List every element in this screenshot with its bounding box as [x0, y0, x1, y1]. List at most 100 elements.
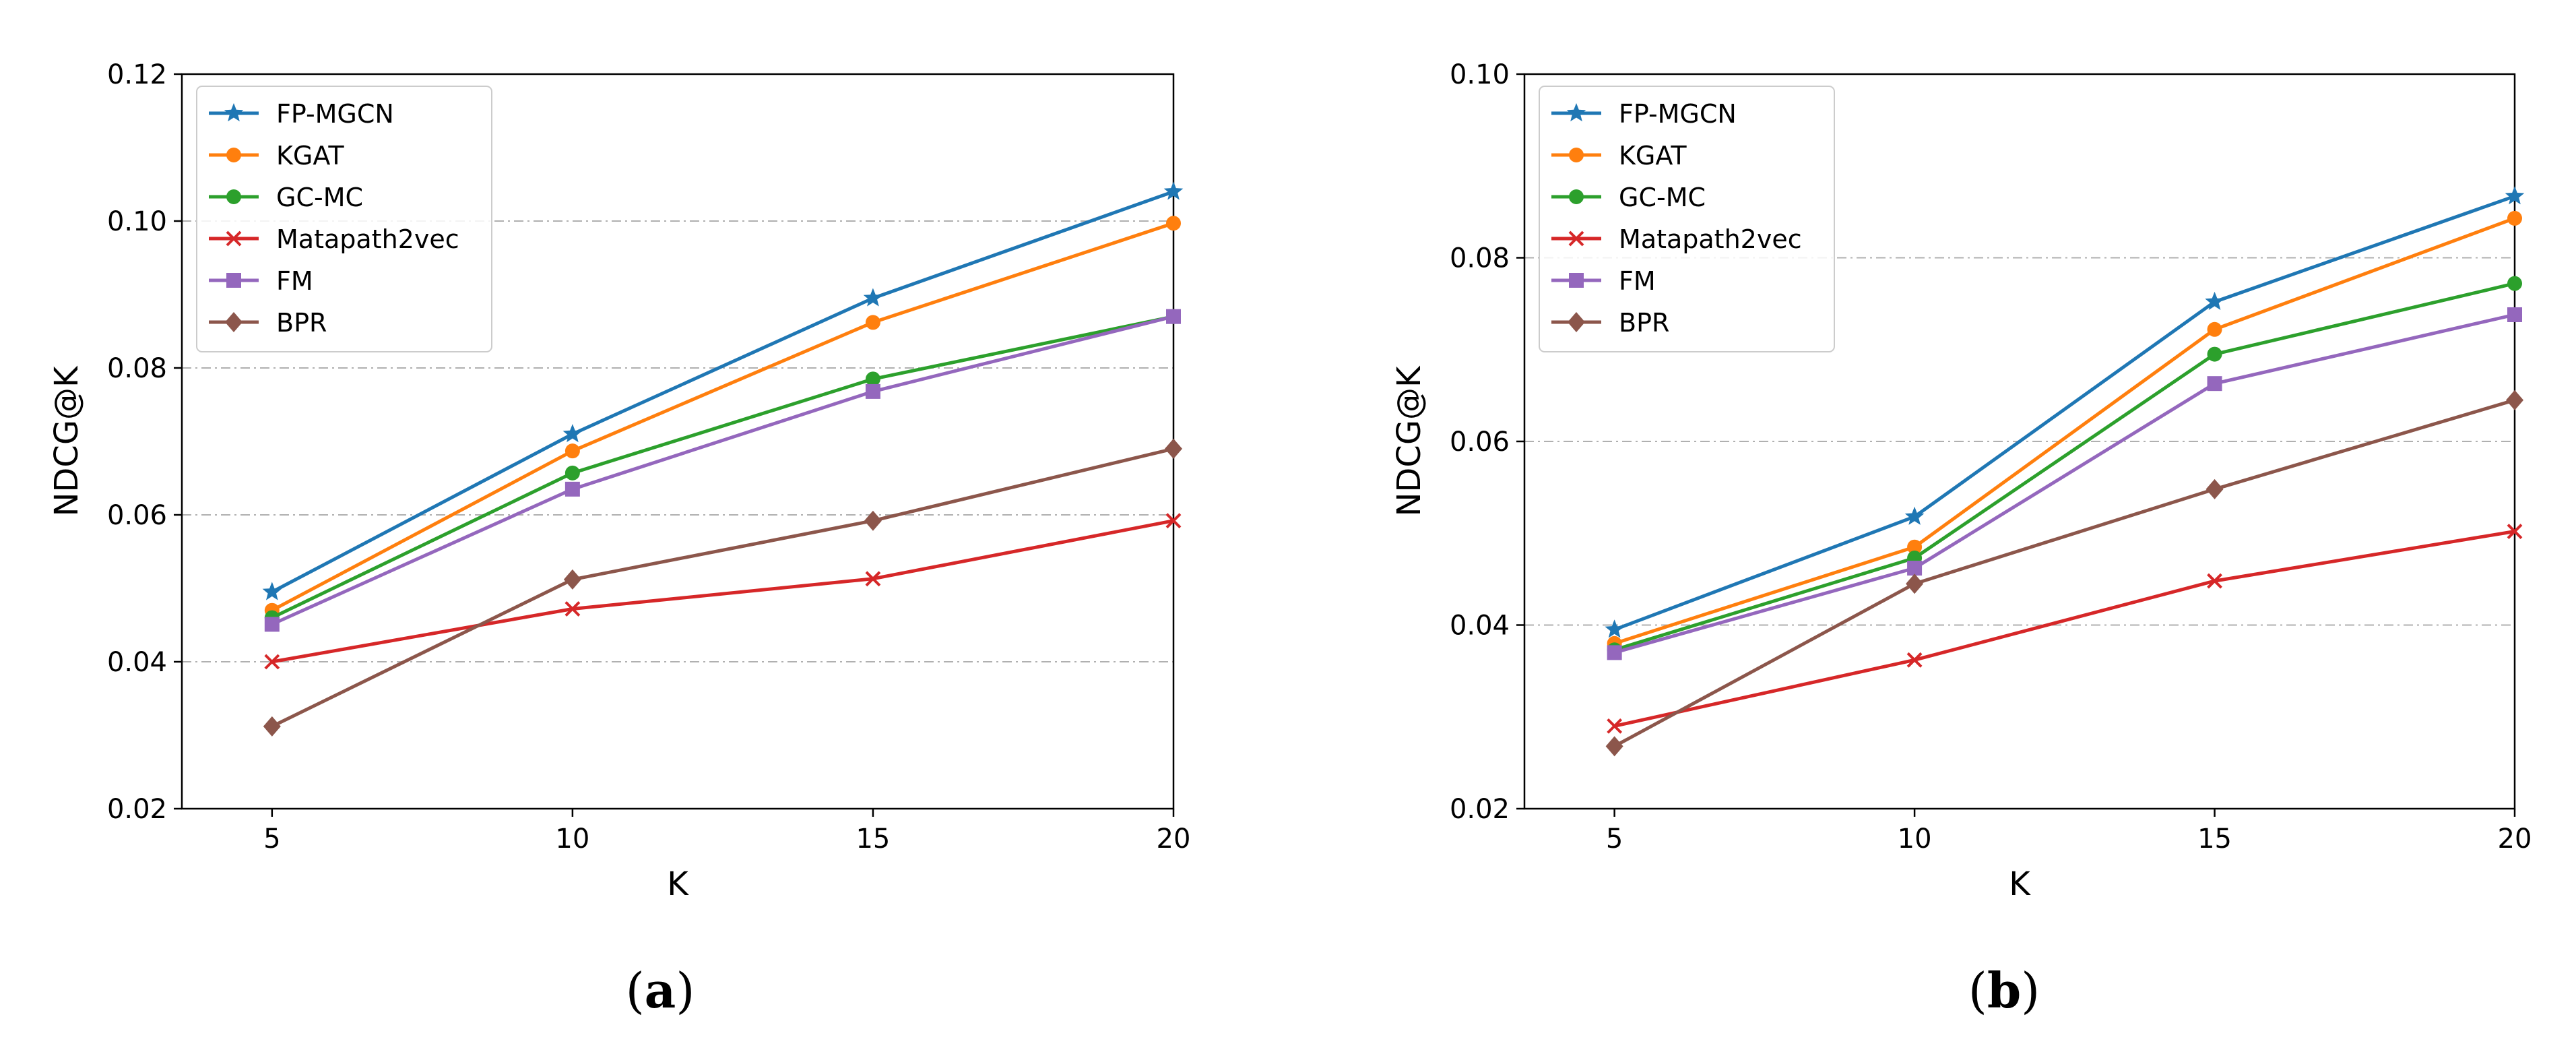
caption-paren-close: ) [676, 962, 695, 1019]
legend-marker [1568, 230, 1584, 247]
data-point [1163, 181, 1184, 200]
legend-item: KGAT [1551, 141, 1687, 170]
chart-panel-a: 0.02 0.04 0.06 0.08 0.10 0.12 5 10 15 20 K NDCG@K FP… [48, 59, 1190, 1019]
caption-paren-close: ) [2021, 962, 2040, 1019]
legend-marker [1569, 148, 1584, 162]
data-point [1165, 438, 1182, 459]
data-point [562, 424, 583, 443]
data-point [1907, 561, 1923, 576]
legend-label: GC-MC [1619, 183, 1706, 212]
data-point [2507, 210, 2522, 226]
data-point [864, 510, 882, 531]
series-line [1614, 530, 2515, 728]
y-tick-label: 0.04 [107, 647, 167, 678]
y-tick-label: 0.06 [1450, 427, 1510, 458]
series-line [271, 315, 1174, 626]
data-point [1906, 652, 1923, 668]
legend-item: FP-MGCN [1551, 99, 1737, 129]
panel-caption: (a) [626, 962, 695, 1019]
legend-marker [1568, 312, 1585, 332]
legend-label: FP-MGCN [276, 99, 394, 129]
data-point [1165, 513, 1182, 529]
legend-label: FP-MGCN [1619, 99, 1737, 129]
data-point [565, 601, 581, 617]
x-tick-label: 20 [1157, 824, 1191, 855]
data-point [2207, 321, 2222, 337]
data-point [1166, 216, 1181, 231]
data-point [1906, 574, 1924, 594]
y-tick-label: 0.08 [107, 353, 167, 384]
data-point [1605, 736, 1623, 757]
legend-box [1539, 86, 1835, 352]
series-line [271, 447, 1174, 728]
data-point [2507, 276, 2522, 291]
series-bpr [1605, 390, 2523, 757]
data-point [1907, 539, 1923, 555]
series-fm [264, 309, 1181, 632]
legend-marker [226, 148, 241, 162]
series-line [271, 190, 1174, 594]
legend-item: GC-MC [1551, 183, 1706, 212]
data-point [1607, 718, 1623, 734]
y-axis-label: NDCG@K [48, 365, 86, 517]
series-line [271, 221, 1174, 612]
legend-box [196, 86, 492, 352]
series-matapath2vec [264, 513, 1182, 670]
x-tick-label: 5 [263, 824, 280, 855]
data-point [865, 383, 880, 399]
series-matapath2vec [1607, 524, 2523, 734]
legend-marker [1566, 103, 1586, 122]
legend-marker [226, 189, 241, 204]
y-tick-label: 0.02 [1450, 794, 1510, 825]
data-point [264, 617, 280, 632]
data-point [2505, 186, 2525, 205]
legend-item: BPR [1551, 308, 1669, 338]
data-point [2207, 573, 2222, 589]
caption-paren-open: ( [1968, 962, 1987, 1019]
caption-letter: a [645, 962, 676, 1019]
legend-label: GC-MC [276, 183, 363, 212]
data-point [565, 481, 580, 497]
data-point [263, 716, 281, 737]
data-point [262, 582, 282, 600]
series-bpr [263, 438, 1182, 737]
series-fp-mgcn [262, 181, 1184, 600]
x-axis-label: K [667, 865, 689, 903]
data-point [264, 654, 280, 670]
x-tick-label: 20 [2498, 824, 2532, 855]
data-point [865, 371, 880, 387]
x-tick-label: 10 [1898, 824, 1932, 855]
data-point [1166, 309, 1181, 324]
data-point [2205, 291, 2224, 310]
series-line [1613, 194, 2515, 631]
data-point [865, 315, 880, 330]
chart-panel-b: 0.02 0.04 0.06 0.08 0.10 5 10 15 20 K NDCG@K FP-MGC… [1390, 59, 2532, 1019]
data-point [2507, 307, 2522, 322]
data-point [563, 569, 581, 590]
legend-marker [226, 273, 241, 288]
series-fm [1607, 307, 2522, 660]
legend-label: FM [1619, 266, 1656, 296]
data-point [2205, 478, 2224, 499]
y-tick-label: 0.04 [1450, 611, 1510, 642]
legend: FP-MGCN KGAT GC-MC Matapath2vec FM BPR [1539, 86, 1835, 352]
legend-item: KGAT [209, 141, 344, 170]
y-tick-label: 0.10 [107, 206, 167, 237]
series-line [1613, 313, 2515, 654]
y-tick-label: 0.12 [107, 59, 167, 90]
series-fp-mgcn [1605, 186, 2525, 638]
panel-caption: (b) [1968, 962, 2040, 1019]
x-tick-label: 15 [856, 824, 890, 855]
data-point [565, 465, 580, 480]
data-point [863, 288, 883, 307]
legend-label: KGAT [1619, 141, 1687, 170]
data-point [865, 571, 881, 587]
legend-item: FM [209, 266, 313, 296]
caption-paren-open: ( [626, 962, 645, 1019]
y-tick-label: 0.06 [107, 500, 167, 531]
data-point [1607, 645, 1622, 660]
legend-item: FM [1551, 266, 1656, 296]
legend-label: BPR [1619, 308, 1669, 338]
legend-label: Matapath2vec [276, 224, 459, 254]
